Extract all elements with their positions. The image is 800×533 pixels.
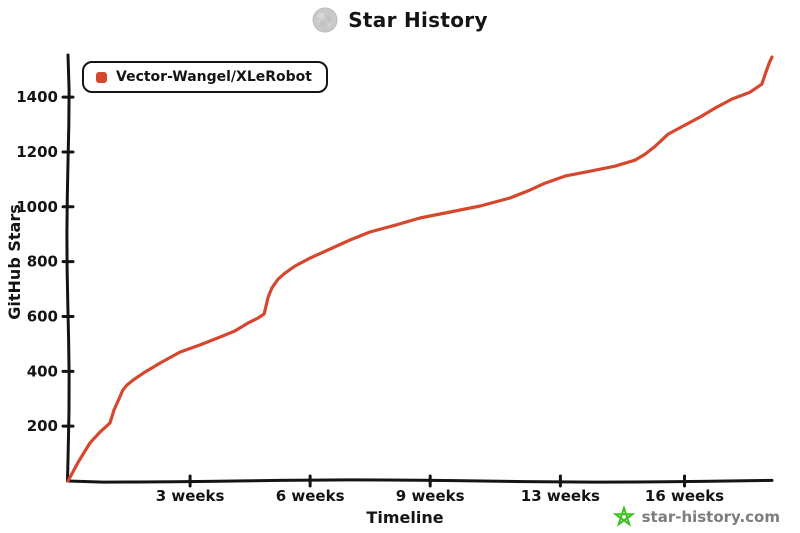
page-title: Star History: [348, 8, 488, 32]
x-axis-title: Timeline: [366, 508, 443, 527]
y-axis-line: [65, 53, 71, 483]
legend-marker: [96, 71, 107, 83]
watermark-text: star-history.com: [641, 508, 780, 526]
x-axis-line: [66, 478, 774, 484]
x-tick-label: 9 weeks: [396, 487, 465, 505]
star-icon: [612, 506, 635, 527]
watermark-link[interactable]: star-history.com: [612, 506, 780, 528]
legend-box: Vector-Wangel/XLeRobot: [82, 61, 328, 93]
y-tick-label: 200: [27, 417, 58, 435]
y-tick-label: 1200: [16, 143, 58, 161]
series-line: [66, 55, 774, 483]
legend-label: Vector-Wangel/XLeRobot: [116, 69, 312, 85]
y-tick-label: 1400: [16, 88, 58, 106]
y-axis-title: GitHub Stars: [5, 204, 24, 319]
y-tick-label: 600: [27, 307, 58, 325]
y-tick-label: 400: [27, 362, 58, 380]
moon-icon: [312, 7, 338, 33]
chart-title-row: Star History: [0, 7, 800, 33]
x-tick-label: 3 weeks: [156, 487, 225, 505]
y-tick-label: 1000: [16, 198, 58, 216]
x-tick-label: 13 weeks: [521, 487, 600, 505]
x-tick-label: 16 weeks: [645, 487, 724, 505]
y-tick-label: 800: [27, 253, 58, 271]
x-tick-label: 6 weeks: [276, 487, 345, 505]
